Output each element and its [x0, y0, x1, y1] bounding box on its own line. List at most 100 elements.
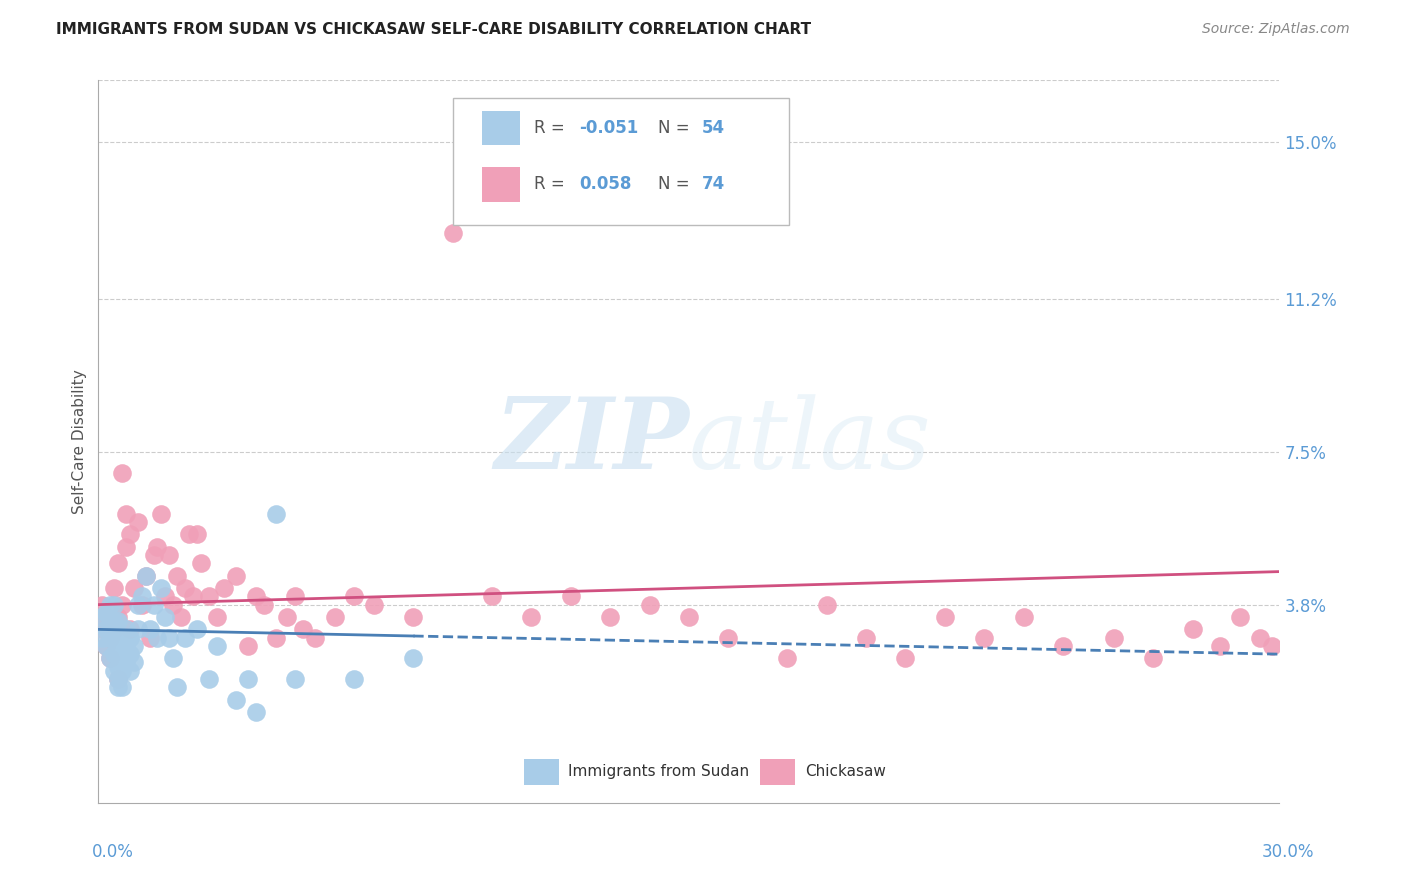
Point [111, 647, 134, 661]
Point [284, 590, 307, 604]
Point [127, 623, 149, 637]
Point [1249, 631, 1271, 645]
Point [236, 672, 259, 686]
Point [343, 590, 366, 604]
Point [115, 639, 138, 653]
Text: N =: N = [658, 176, 695, 194]
Text: Chickasaw: Chickasaw [804, 764, 886, 780]
Point [103, 581, 125, 595]
Point [1012, 610, 1035, 624]
Point [166, 680, 188, 694]
Point [98, 651, 121, 665]
Point [197, 590, 219, 604]
Point [264, 507, 287, 521]
Point [107, 614, 129, 628]
Point [138, 631, 160, 645]
Point [107, 659, 129, 673]
Point [135, 568, 157, 582]
Point [122, 656, 145, 670]
Point [122, 639, 145, 653]
Point [96, 606, 118, 620]
Text: R =: R = [534, 176, 571, 194]
Text: 30.0%: 30.0% [1263, 843, 1315, 861]
Point [205, 639, 228, 653]
Point [96, 610, 118, 624]
Point [103, 664, 125, 678]
Point [103, 631, 125, 645]
Point [894, 651, 917, 665]
Point [118, 623, 141, 637]
Point [122, 581, 145, 595]
Point [717, 631, 740, 645]
Text: Source: ZipAtlas.com: Source: ZipAtlas.com [1202, 22, 1350, 37]
Point [91, 610, 114, 624]
Point [402, 610, 425, 624]
FancyBboxPatch shape [482, 167, 520, 202]
Point [1181, 623, 1204, 637]
Text: 74: 74 [702, 176, 725, 194]
Point [186, 623, 208, 637]
Point [253, 598, 276, 612]
Point [162, 598, 184, 612]
Point [98, 618, 121, 632]
Point [96, 639, 118, 653]
Point [638, 598, 661, 612]
Text: atlas: atlas [689, 394, 932, 489]
Point [91, 598, 114, 612]
Point [91, 623, 114, 637]
Point [177, 527, 200, 541]
Point [1142, 651, 1164, 665]
Point [103, 623, 125, 637]
FancyBboxPatch shape [453, 98, 789, 225]
Point [402, 651, 425, 665]
Point [292, 623, 315, 637]
Point [150, 581, 173, 595]
Point [98, 631, 121, 645]
Point [131, 590, 153, 604]
Point [174, 581, 197, 595]
Point [520, 610, 543, 624]
Point [155, 590, 177, 604]
Point [245, 705, 267, 719]
Point [107, 672, 129, 686]
Point [103, 614, 125, 628]
Point [174, 631, 197, 645]
Point [236, 639, 259, 653]
Point [1102, 631, 1125, 645]
Point [118, 631, 141, 645]
Point [142, 548, 165, 562]
Point [934, 610, 956, 624]
Point [1209, 639, 1232, 653]
Point [111, 466, 134, 480]
Point [107, 631, 129, 645]
Point [127, 515, 149, 529]
Point [481, 590, 503, 604]
Text: ZIP: ZIP [494, 393, 689, 490]
FancyBboxPatch shape [482, 111, 520, 145]
Point [284, 672, 307, 686]
Point [98, 598, 121, 612]
Point [170, 610, 193, 624]
Point [138, 623, 160, 637]
Point [146, 631, 169, 645]
Point [115, 623, 138, 637]
Point [111, 680, 134, 694]
Text: IMMIGRANTS FROM SUDAN VS CHICKASAW SELF-CARE DISABILITY CORRELATION CHART: IMMIGRANTS FROM SUDAN VS CHICKASAW SELF-… [56, 22, 811, 37]
Point [973, 631, 995, 645]
Point [107, 557, 129, 571]
Point [343, 672, 366, 686]
Point [96, 623, 118, 637]
Point [1229, 610, 1251, 624]
Point [115, 656, 138, 670]
Point [190, 557, 212, 571]
Point [157, 631, 180, 645]
Point [98, 631, 121, 645]
Text: 0.058: 0.058 [579, 176, 631, 194]
Point [166, 568, 188, 582]
Text: R =: R = [534, 119, 571, 137]
Point [111, 598, 134, 612]
Point [678, 610, 700, 624]
Text: 0.0%: 0.0% [91, 843, 134, 861]
Point [103, 647, 125, 661]
Point [107, 672, 129, 686]
